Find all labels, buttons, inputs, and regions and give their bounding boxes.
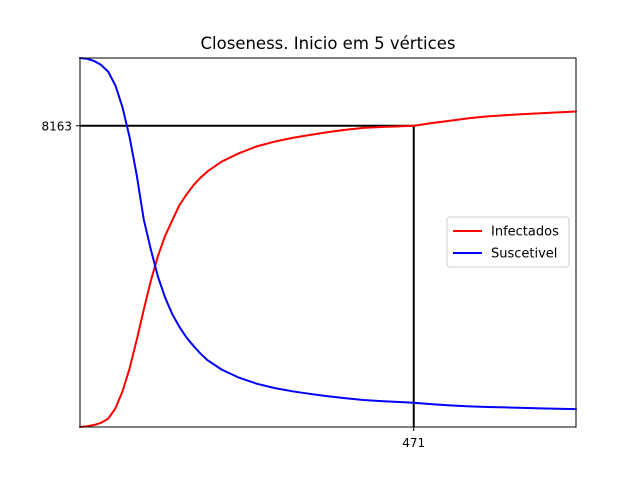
series-line-suscetivel — [79, 57, 577, 411]
y-axis-ticks: 8163 — [41, 119, 80, 133]
series-lines — [79, 57, 577, 428]
reference-lines — [80, 124, 415, 427]
legend: Infectados Suscetivel — [446, 216, 570, 268]
x-axis-ticks: 471 — [402, 427, 425, 450]
x-tick-label: 471 — [402, 436, 425, 450]
plot-area: 471 8163 — [41, 57, 577, 450]
axes-frame — [79, 57, 577, 428]
chart-title: Closeness. Inicio em 5 vértices — [201, 34, 456, 53]
series-line-infectados — [79, 110, 577, 428]
y-tick-label: 8163 — [41, 119, 72, 133]
legend-box — [446, 216, 570, 268]
legend-label-infectados: Infectados — [491, 225, 559, 240]
legend-label-suscetivel: Suscetivel — [491, 247, 557, 262]
